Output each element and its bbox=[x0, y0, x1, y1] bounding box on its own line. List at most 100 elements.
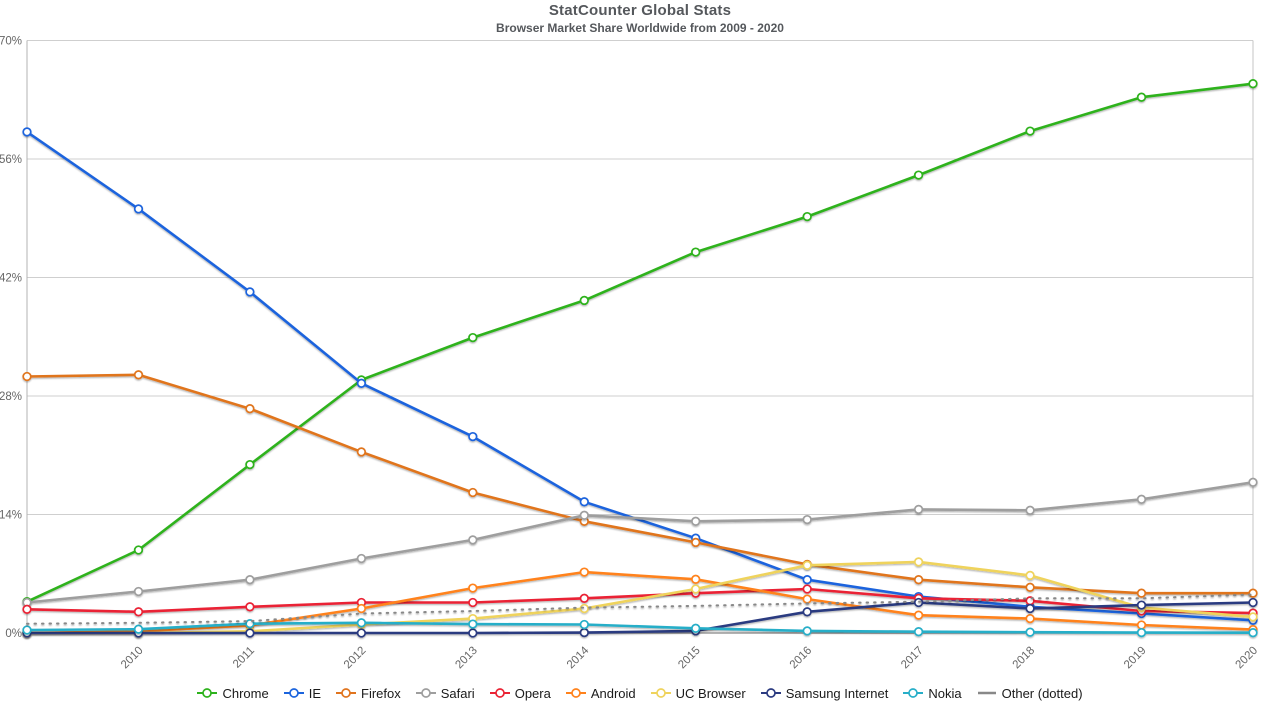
y-tick-label-14: 14% bbox=[0, 510, 22, 522]
data-point-nokia-2012 bbox=[356, 618, 367, 628]
data-point-firefox-2013 bbox=[468, 487, 478, 498]
data-point-safari-2019 bbox=[1136, 494, 1147, 504]
legend-item-android[interactable]: Android bbox=[565, 685, 636, 701]
data-point-nokia-2018 bbox=[1025, 627, 1035, 637]
data-point-samsung-internet-2020 bbox=[1248, 597, 1258, 608]
data-point-ie-2016 bbox=[802, 575, 812, 585]
series-firefox bbox=[22, 370, 1258, 598]
y-tick-label-70: 70% bbox=[0, 36, 22, 48]
data-point-safari-2011 bbox=[245, 575, 255, 585]
data-point-nokia-2013 bbox=[468, 619, 478, 629]
data-point-chrome-2013 bbox=[468, 332, 478, 343]
data-point-opera-2009 bbox=[22, 604, 32, 614]
data-point-samsung-internet-2011 bbox=[245, 628, 255, 638]
legend-item-chrome[interactable]: Chrome bbox=[197, 685, 269, 701]
data-point-ie-2014 bbox=[579, 497, 589, 507]
legend-item-opera[interactable]: Opera bbox=[489, 685, 551, 701]
data-point-nokia-2019 bbox=[1136, 627, 1147, 638]
x-tick-label-2019: 2019 bbox=[1122, 645, 1149, 672]
legend-label-opera: Opera bbox=[514, 685, 551, 701]
legend-item-ie[interactable]: IE bbox=[283, 685, 321, 701]
data-point-samsung-internet-2013 bbox=[468, 628, 478, 638]
legend-label-other-dotted: Other (dotted) bbox=[1001, 685, 1083, 701]
x-tick-label-2014: 2014 bbox=[565, 644, 592, 671]
data-point-uc-browser-2016 bbox=[802, 560, 812, 570]
data-point-samsung-internet-2016 bbox=[802, 607, 812, 617]
data-point-uc-browser-2018 bbox=[1025, 570, 1035, 581]
data-point-android-2016 bbox=[802, 594, 812, 604]
data-point-firefox-2015 bbox=[691, 537, 701, 548]
legend-item-safari[interactable]: Safari bbox=[415, 686, 475, 701]
data-point-firefox-2012 bbox=[356, 447, 367, 457]
legend-label-android: Android bbox=[590, 685, 636, 701]
data-point-ie-2013 bbox=[468, 431, 478, 442]
series-line-chrome bbox=[25, 82, 1255, 604]
legend-item-other-dotted[interactable]: Other (dotted) bbox=[977, 686, 1083, 701]
x-tick-label-2011: 2011 bbox=[231, 645, 257, 671]
data-point-android-2014 bbox=[579, 567, 589, 577]
data-point-samsung-internet-2012 bbox=[356, 628, 367, 638]
data-point-uc-browser-2017 bbox=[913, 557, 924, 567]
data-point-chrome-2020 bbox=[1248, 79, 1258, 89]
legend: Chrome IE Firefox Safari Opera Android UC Brow… bbox=[0, 680, 1280, 706]
data-point-chrome-2010 bbox=[133, 545, 144, 555]
series-nokia bbox=[22, 618, 1258, 638]
data-point-android-2017 bbox=[913, 610, 924, 620]
data-point-firefox-2018 bbox=[1025, 582, 1035, 592]
data-point-nokia-2010 bbox=[133, 624, 144, 634]
x-tick-label-2018: 2018 bbox=[1011, 645, 1038, 672]
data-point-safari-2013 bbox=[468, 535, 478, 545]
x-tick-label-2020: 2020 bbox=[1234, 645, 1261, 672]
data-point-opera-2011 bbox=[245, 602, 255, 612]
legend-label-firefox: Firefox bbox=[361, 685, 401, 701]
data-point-chrome-2014 bbox=[579, 295, 589, 306]
series-line-android bbox=[25, 570, 1255, 635]
data-point-ie-2012 bbox=[356, 378, 367, 388]
data-point-chrome-2011 bbox=[245, 459, 255, 470]
series-line-samsung-internet bbox=[25, 601, 1255, 635]
data-point-ie-2011 bbox=[245, 287, 255, 297]
legend-item-firefox[interactable]: Firefox bbox=[336, 686, 401, 701]
y-tick-label-56: 56% bbox=[0, 154, 22, 166]
x-tick-label-2013: 2013 bbox=[453, 645, 480, 672]
series-line-opera bbox=[25, 587, 1255, 615]
data-point-uc-browser-2020 bbox=[1248, 612, 1258, 622]
data-point-safari-2018 bbox=[1025, 505, 1035, 515]
axes bbox=[26, 40, 1254, 634]
x-tick-label-2015: 2015 bbox=[676, 645, 703, 672]
data-point-ie-2010 bbox=[133, 204, 144, 214]
data-point-nokia-2014 bbox=[579, 619, 589, 630]
data-point-samsung-internet-2018 bbox=[1025, 603, 1035, 614]
data-point-android-2015 bbox=[691, 574, 701, 584]
series-safari bbox=[22, 477, 1258, 608]
data-point-nokia-2015 bbox=[691, 623, 701, 633]
legend-label-chrome: Chrome bbox=[222, 685, 269, 701]
data-point-firefox-2011 bbox=[245, 404, 255, 414]
data-point-chrome-2019 bbox=[1136, 92, 1147, 102]
series-line-uc-browser bbox=[25, 560, 1255, 635]
data-point-nokia-2017 bbox=[913, 627, 924, 637]
series-line-ie bbox=[25, 130, 1255, 622]
legend-ring-icon-android bbox=[565, 688, 586, 698]
data-point-firefox-2017 bbox=[913, 575, 924, 585]
data-point-android-2019 bbox=[1136, 620, 1147, 630]
y-tick-label-28: 28% bbox=[0, 391, 22, 403]
legend-label-uc-browser: UC Browser bbox=[675, 685, 746, 701]
legend-dash-icon-other-dotted bbox=[977, 691, 996, 695]
data-point-safari-2020 bbox=[1248, 477, 1258, 487]
y-tick-label-42: 42% bbox=[0, 273, 22, 285]
x-tick-label-2017: 2017 bbox=[899, 645, 926, 672]
legend-ring-icon-ie bbox=[283, 688, 304, 698]
data-point-opera-2016 bbox=[802, 584, 812, 594]
data-point-chrome-2018 bbox=[1025, 126, 1035, 136]
data-point-chrome-2015 bbox=[691, 247, 701, 257]
data-point-firefox-2009 bbox=[22, 371, 32, 382]
series-line-safari bbox=[25, 480, 1255, 604]
legend-item-samsung-internet[interactable]: Samsung Internet bbox=[760, 686, 888, 701]
series-line-other-dotted bbox=[26, 593, 1254, 625]
legend-label-ie: IE bbox=[308, 685, 321, 701]
legend-item-uc-browser[interactable]: UC Browser bbox=[650, 685, 746, 701]
legend-item-nokia[interactable]: Nokia bbox=[903, 686, 962, 701]
chart-subtitle: Browser Market Share Worldwide from 2009… bbox=[496, 21, 784, 35]
